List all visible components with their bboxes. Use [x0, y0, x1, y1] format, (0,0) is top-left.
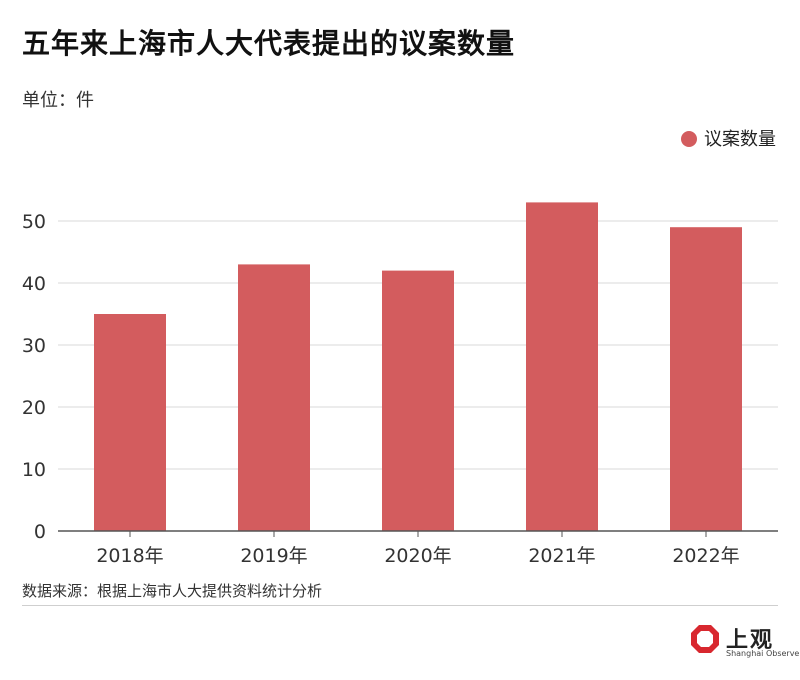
bar: [526, 202, 598, 531]
brand-logo: 上观 Shanghai Observer: [690, 622, 800, 662]
bar: [238, 264, 310, 531]
bar-chart: 0 10 20 30 40 50 2018年 2019年 2020年 2021年 2022年 议案数…: [22, 129, 778, 567]
logo-octagon-icon: [691, 625, 719, 653]
x-tick-label: 2021年: [528, 545, 595, 567]
bar: [670, 227, 742, 531]
y-tick-label: 20: [22, 397, 46, 419]
y-tick-label: 0: [34, 521, 46, 543]
x-tick-label: 2018年: [96, 545, 163, 567]
chart-title: 五年来上海市人大代表提出的议案数量: [22, 27, 516, 60]
logo-subtitle: Shanghai Observer: [726, 649, 800, 658]
legend-swatch: [681, 131, 697, 147]
bar: [94, 314, 166, 531]
bar: [382, 270, 454, 531]
legend: 议案数量: [681, 129, 776, 150]
x-tick-label: 2022年: [672, 545, 739, 567]
y-tick-label: 40: [22, 273, 46, 295]
y-tick-label: 50: [22, 211, 46, 233]
source-note: 数据来源：根据上海市人大提供资料统计分析: [22, 582, 323, 600]
x-tick-label: 2019年: [240, 545, 307, 567]
footer-divider: [22, 605, 778, 606]
unit-label: 单位：件: [22, 90, 94, 111]
axes: 0 10 20 30 40 50 2018年 2019年 2020年 2021年 2022年: [22, 211, 778, 567]
legend-label: 议案数量: [704, 129, 776, 150]
y-tick-label: 30: [22, 335, 46, 357]
x-tick-label: 2020年: [384, 545, 451, 567]
bars: [94, 202, 742, 531]
logo-wordmark: 上观: [726, 628, 775, 653]
y-tick-label: 10: [22, 459, 46, 481]
